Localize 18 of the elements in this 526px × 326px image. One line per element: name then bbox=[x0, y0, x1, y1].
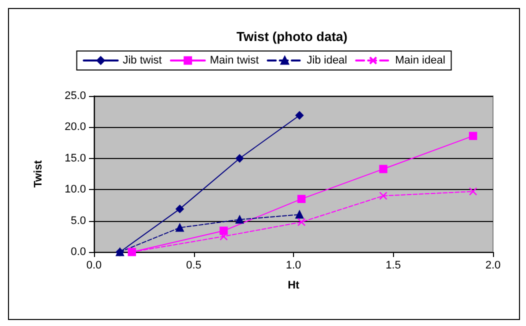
x-tick-label: 1.5 bbox=[386, 260, 401, 272]
legend-label: Jib twist bbox=[122, 54, 162, 66]
legend-label: Jib ideal bbox=[306, 54, 348, 66]
y-tick-label: 15.0 bbox=[64, 152, 86, 164]
y-tick-label: 25.0 bbox=[64, 90, 86, 102]
x-tick-label: 0.5 bbox=[186, 260, 202, 272]
x-axis-title: Ht bbox=[288, 280, 300, 292]
x-tick-label: 0.0 bbox=[86, 260, 102, 272]
y-axis-title: Twist bbox=[32, 160, 44, 188]
y-tick-label: 20.0 bbox=[64, 121, 86, 134]
x-tick-label: 2.0 bbox=[485, 260, 501, 272]
y-tick-label: 5.0 bbox=[70, 214, 86, 227]
legend-label: Main twist bbox=[210, 54, 259, 66]
legend-label: Main ideal bbox=[395, 54, 446, 66]
x-tick-label: 1.0 bbox=[286, 260, 302, 272]
y-tick-label: 10.0 bbox=[64, 184, 86, 196]
chart-title: Twist (photo data) bbox=[236, 29, 348, 44]
y-tick-label: 0.0 bbox=[70, 246, 86, 258]
